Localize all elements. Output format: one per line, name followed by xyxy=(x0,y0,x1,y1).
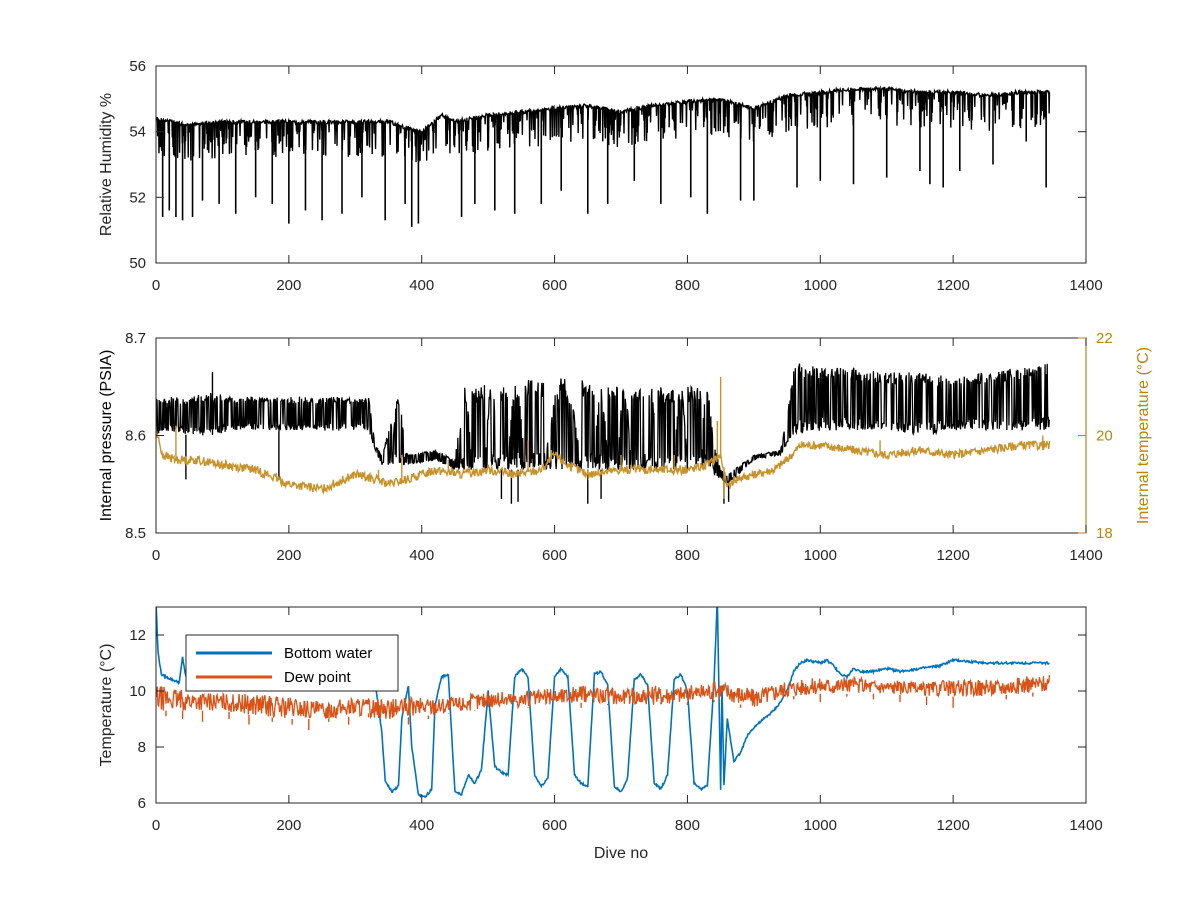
right-y-axis-label: Internal temperature (°C) xyxy=(1135,347,1152,524)
y-tick-label: 6 xyxy=(138,795,146,812)
x-tick-label: 200 xyxy=(276,817,301,834)
y-tick-label: 8.6 xyxy=(125,428,146,445)
legend-label: Bottom water xyxy=(284,645,372,662)
x-tick-label: 600 xyxy=(542,817,567,834)
panel-2: 0 200 400 600 800 1000 1200 1400 8.5 8.6 8.7 18 20 22… xyxy=(98,330,1152,564)
x-axis-label: Dive no xyxy=(594,845,648,862)
y-axis-label: Relative Humidity % xyxy=(98,93,115,236)
series-2-1 xyxy=(156,363,1050,504)
x-tick-label: 1000 xyxy=(804,547,837,564)
x-tick-label: 200 xyxy=(276,277,301,294)
axes-box xyxy=(155,606,1087,804)
axes-box xyxy=(155,65,1087,264)
x-tick-label: 600 xyxy=(542,277,567,294)
y-tick-label: 54 xyxy=(129,124,146,141)
x-tick-label: 800 xyxy=(675,817,700,834)
x-tick-label: 1200 xyxy=(936,547,969,564)
x-tick-label: 1400 xyxy=(1069,547,1102,564)
plot-area xyxy=(156,363,1051,504)
x-tick-label: 600 xyxy=(542,547,567,564)
y-tick-label: 12 xyxy=(129,627,146,644)
x-tick-label: 1400 xyxy=(1069,277,1102,294)
x-tick-label: 1000 xyxy=(804,277,837,294)
series-2-2 xyxy=(156,377,1051,499)
x-tick-label: 400 xyxy=(409,547,434,564)
x-tick-label: 800 xyxy=(675,277,700,294)
internal-temperature-line xyxy=(156,430,1051,495)
series-dew-point xyxy=(156,675,1051,731)
panel-1: 0 200 400 600 800 1000 1200 1400 50 52 54 56 Relativ… xyxy=(98,58,1103,294)
y-axis-label: Internal pressure (PSIA) xyxy=(98,350,115,522)
x-tick-label: 0 xyxy=(152,277,160,294)
legend-label: Dew point xyxy=(284,669,352,686)
x-tick-label: 400 xyxy=(409,277,434,294)
humidity-line xyxy=(156,85,1051,163)
right-y-tick-label: 22 xyxy=(1096,330,1113,347)
right-y-tick-label: 20 xyxy=(1096,428,1113,445)
x-tick-label: 800 xyxy=(675,547,700,564)
plot-area xyxy=(156,85,1051,227)
y-tick-label: 52 xyxy=(129,189,146,206)
y-axis-label: Temperature (°C) xyxy=(98,644,115,767)
legend-box xyxy=(185,634,399,692)
x-tick-label: 1400 xyxy=(1069,817,1102,834)
x-tick-label: 400 xyxy=(409,817,434,834)
pressure-line xyxy=(156,363,1050,484)
legend: Bottom water Dew point xyxy=(185,634,399,692)
x-tick-label: 200 xyxy=(276,547,301,564)
x-tick-label: 1000 xyxy=(804,817,837,834)
right-y-tick-label: 18 xyxy=(1096,525,1113,542)
y-tick-label: 8.7 xyxy=(125,330,146,347)
x-tick-label: 1200 xyxy=(936,817,969,834)
x-tick-label: 0 xyxy=(152,547,160,564)
panel-3: 0 200 400 600 800 1000 1200 1400 6 8 10 12 Temperatu… xyxy=(98,606,1103,862)
chart-panels: 0 200 400 600 800 1000 1200 140050525456Relativ… xyxy=(98,58,1152,862)
y-tick-label: 8 xyxy=(138,739,146,756)
y-tick-label: 8.5 xyxy=(125,525,146,542)
y-tick-label: 10 xyxy=(129,683,146,700)
y-tick-label: 50 xyxy=(129,255,146,272)
x-tick-label: 0 xyxy=(152,817,160,834)
y-tick-label: 56 xyxy=(129,58,146,75)
x-tick-label: 1200 xyxy=(936,277,969,294)
series-1-1 xyxy=(156,85,1051,227)
dew-point-line xyxy=(156,675,1051,720)
